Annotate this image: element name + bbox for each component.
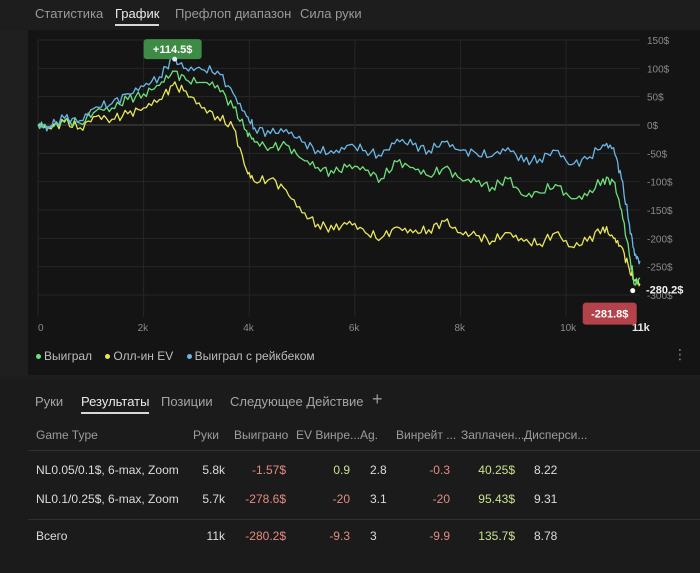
x-tick-label: 2k (138, 323, 150, 334)
cell-game-type: NL0.05/0.1$, 6-max, Zoom (36, 463, 179, 477)
cell-hands: 5.8k (202, 463, 225, 477)
cell-hands: 5.7k (202, 492, 225, 506)
chart-grid (37, 39, 640, 317)
cell-variance: 9.31 (534, 492, 558, 506)
y-tick-label: 0$ (647, 121, 659, 132)
more-options-icon[interactable]: ⋮ (673, 346, 687, 362)
x-tick-label: 10k (560, 323, 577, 334)
legend-dot-rakeback (186, 354, 192, 360)
x-tick-label: 6k (349, 323, 361, 334)
x-tick-label: 0 (38, 323, 44, 334)
y-tick-label: -250$ (647, 263, 673, 274)
chart-legend: Выиграл Олл-ин EV Выиграл с рейкбеком (36, 349, 325, 363)
col-variance[interactable]: Дисперси... (524, 428, 588, 442)
tab-hand-strength[interactable]: Сила руки (300, 6, 362, 21)
y-tick-label: -150$ (647, 206, 673, 217)
col-paid[interactable]: Заплачен... (461, 428, 525, 442)
min-label-box (582, 302, 637, 325)
cell-winrate: -0.3 (429, 463, 450, 477)
y-axis-labels: 150$ 100$ 50$ 0$ -50$ -100$ -150$ -200$ -250$ -30… (647, 36, 673, 302)
col-ev-winrate[interactable]: EV Винре... (296, 428, 361, 442)
min-label-text: -281.8$ (591, 309, 628, 321)
cell-total-ev-winrate: -9.3 (329, 529, 350, 543)
cell-won: -278.6$ (245, 492, 286, 506)
series-line (37, 81, 641, 287)
cell-total-winrate: -9.9 (429, 529, 450, 543)
legend-item-won[interactable]: Выиграл (36, 349, 92, 363)
max-point (172, 56, 178, 62)
y-tick-label: -100$ (647, 178, 673, 189)
legend-item-rakeback[interactable]: Выиграл с рейкбеком (186, 349, 315, 363)
tab-statistics[interactable]: Статистика (35, 6, 104, 21)
max-label-text: +114.5$ (153, 44, 192, 56)
left-panel-edge (0, 30, 28, 375)
cell-total-label: Всего (36, 529, 68, 543)
cell-paid: 40.25$ (478, 463, 515, 477)
tab-next-action[interactable]: Следующее Действие (230, 394, 364, 409)
cell-ev-winrate: -20 (332, 492, 350, 506)
chart-series (37, 54, 641, 287)
tab-results[interactable]: Результаты (81, 394, 150, 414)
legend-label-won: Выиграл (44, 349, 93, 363)
legend-item-allin-ev[interactable]: Олл-ин EV (105, 349, 173, 363)
legend-label-allin-ev: Олл-ин EV (113, 349, 174, 363)
x-tick-label: 4k (243, 323, 255, 334)
y-tick-label: 50$ (647, 93, 664, 104)
add-tab-icon[interactable]: + (372, 389, 383, 409)
y-tick-label: -300$ (647, 291, 673, 302)
col-game-type[interactable]: Game Type (36, 428, 98, 442)
series-line (37, 54, 641, 265)
col-won[interactable]: Выиграно (234, 428, 289, 442)
tab-positions[interactable]: Позиции (161, 394, 213, 409)
results-panel: Руки Результаты Позиции Следующее Действ… (0, 381, 700, 573)
x-axis-labels: 0 2k 4k 6k 8k 10k 11k (38, 322, 651, 334)
y-tick-label: -50$ (647, 149, 667, 160)
profit-chart[interactable]: 150$ 100$ 50$ 0$ -50$ -100$ -150$ -200$ -250$ -30… (28, 30, 700, 375)
col-winrate[interactable]: Винрейт ... (396, 428, 457, 442)
y-tick-label: -200$ (647, 234, 673, 245)
x-tick-label: 8k (454, 323, 466, 334)
cell-game-type: NL0.1/0.25$, 6-max, Zoom (36, 492, 179, 506)
tab-preflop-range[interactable]: Префлоп диапазон (175, 6, 292, 21)
x-end-label: 11k (632, 322, 651, 334)
total-divider (28, 519, 700, 520)
min-point (630, 288, 636, 294)
tab-graph[interactable]: График (115, 6, 160, 26)
max-label-box (143, 39, 202, 60)
end-value-label: -280.2$ (646, 285, 683, 297)
series-line (37, 70, 641, 286)
y-tick-label: 150$ (647, 36, 670, 47)
cell-won: -1.57$ (251, 463, 286, 477)
cell-total-paid: 135.7$ (478, 529, 515, 543)
cell-winrate: -20 (432, 492, 450, 506)
cell-total-variance: 8.78 (534, 529, 558, 543)
top-tab-bar: Статистика График Префлоп диапазон Сила … (0, 0, 700, 30)
legend-dot-allin-ev (105, 354, 111, 360)
cell-aggression: 2.8 (370, 463, 387, 477)
cell-aggression: 3.1 (370, 492, 387, 506)
tab-hands[interactable]: Руки (35, 394, 64, 409)
cell-total-hands: 11k (206, 529, 225, 543)
legend-dot-won (36, 354, 41, 360)
chart-annotations: +114.5$ -281.8$ -280.2$ (143, 39, 683, 325)
legend-label-rakeback: Выиграл с рейкбеком (194, 349, 315, 363)
header-divider (28, 450, 700, 451)
cell-variance: 8.22 (534, 463, 558, 477)
profit-chart-svg: 150$ 100$ 50$ 0$ -50$ -100$ -150$ -200$ -250$ -30… (37, 36, 683, 334)
y-tick-label: 100$ (647, 64, 670, 75)
cell-ev-winrate: 0.9 (333, 463, 350, 477)
cell-total-won: -280.2$ (245, 529, 286, 543)
col-hands[interactable]: Руки (193, 428, 219, 442)
col-aggression[interactable]: Ag. (360, 428, 379, 442)
cell-paid: 95.43$ (478, 492, 515, 506)
cell-total-aggression: 3 (370, 529, 377, 543)
